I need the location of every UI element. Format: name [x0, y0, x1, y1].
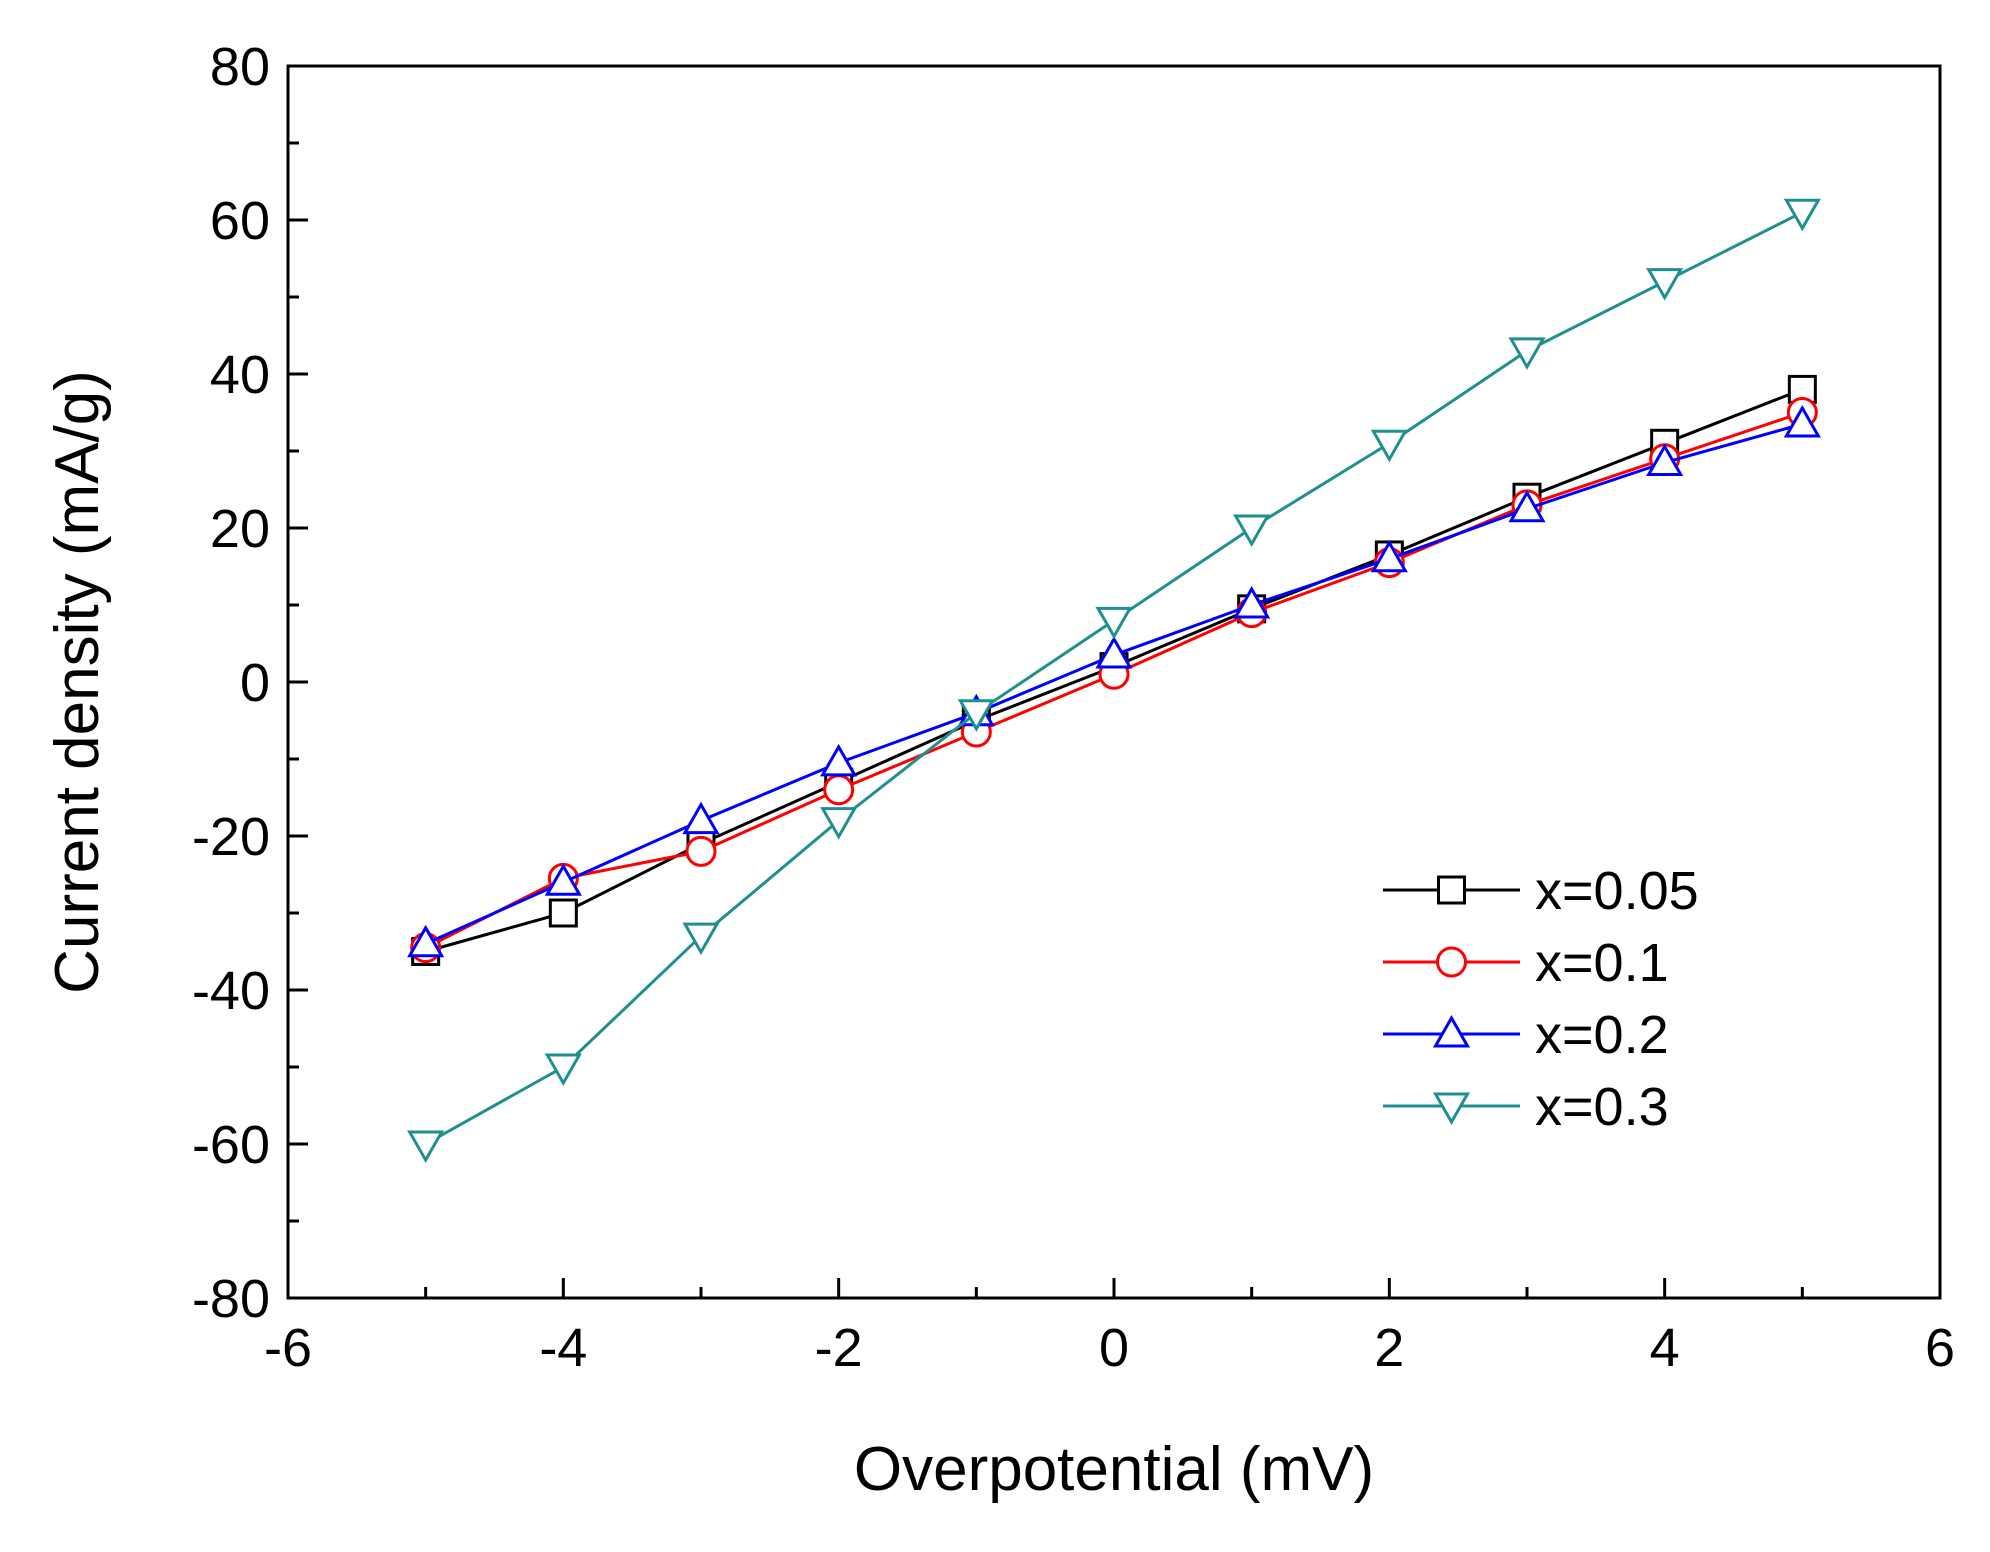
- legend-label-x=0.05: x=0.05: [1535, 861, 1699, 921]
- y-tick-label-6: 40: [210, 345, 270, 405]
- x-tick-label-1: -4: [539, 1318, 587, 1378]
- point-x=0.3-8: [1508, 337, 1546, 370]
- y-tick-label-7: 60: [210, 191, 270, 251]
- legend-marker-x=0.1: [1436, 946, 1467, 978]
- y-tick-label-3: -20: [192, 807, 270, 867]
- legend-entry-x=0.3: x=0.3: [1383, 1077, 1669, 1137]
- legend-entry-x=0.2: x=0.2: [1383, 1005, 1669, 1065]
- legend-marker-x=0.05: [1437, 875, 1466, 905]
- x-tick-label-4: 2: [1374, 1318, 1404, 1378]
- point-x=0.2-1: [544, 863, 582, 896]
- point-x=0.2-6: [1233, 585, 1271, 619]
- y-tick-label-5: 20: [210, 499, 270, 559]
- legend-label-x=0.1: x=0.1: [1535, 933, 1669, 993]
- point-x=0.3-3: [820, 807, 858, 840]
- x-tick-label-3: 0: [1099, 1318, 1129, 1378]
- y-tick-label-2: -40: [192, 961, 270, 1021]
- legend-entry-x=0.1: x=0.1: [1383, 933, 1669, 993]
- x-tick-label-5: 4: [1650, 1318, 1680, 1378]
- point-x=0.3-2: [682, 922, 720, 956]
- legend-entry-x=0.05: x=0.05: [1383, 861, 1699, 921]
- series-x=0.3: [407, 198, 1821, 1164]
- point-x=0.3-0: [407, 1130, 445, 1164]
- legend-marker-x=0.3: [1432, 1092, 1471, 1126]
- y-tick-label-0: -80: [192, 1269, 270, 1329]
- point-x=0.3-1: [544, 1053, 582, 1087]
- point-x=0.2-9: [1646, 443, 1684, 477]
- y-tick-label-4: 0: [240, 653, 270, 713]
- point-x=0.2-7: [1370, 539, 1408, 573]
- point-x=0.05-1: [548, 898, 578, 928]
- x-axis-title: Overpotential (mV): [854, 1435, 1374, 1504]
- point-x=0.2-0: [407, 924, 445, 958]
- point-x=0.3-7: [1370, 429, 1408, 463]
- point-x=0.2-5: [1095, 636, 1133, 669]
- y-axis-title: Current density (mA/g): [43, 370, 112, 994]
- point-x=0.2-2: [682, 801, 720, 835]
- point-x=0.2-10: [1783, 405, 1821, 438]
- x-tick-label-2: -2: [815, 1318, 863, 1378]
- point-x=0.2-3: [820, 743, 858, 777]
- x-tick-label-6: 6: [1925, 1318, 1955, 1378]
- x-tick-label-0: -6: [264, 1318, 312, 1378]
- point-x=0.3-6: [1233, 514, 1271, 548]
- y-tick-label-1: -60: [192, 1115, 270, 1175]
- legend-label-x=0.3: x=0.3: [1535, 1077, 1669, 1137]
- plot-frame: [286, 64, 1942, 1300]
- point-x=0.3-4: [957, 699, 995, 732]
- point-x=0.3-10: [1783, 198, 1821, 232]
- point-x=0.3-9: [1646, 268, 1684, 301]
- point-x=0.1-2: [685, 835, 717, 867]
- point-x=0.2-8: [1508, 489, 1546, 523]
- y-tick-label-8: 80: [210, 37, 270, 97]
- legend-label-x=0.2: x=0.2: [1535, 1005, 1669, 1065]
- legend-marker-x=0.2: [1432, 1014, 1471, 1048]
- point-x=0.1-3: [823, 774, 855, 806]
- point-x=0.3-5: [1095, 606, 1133, 640]
